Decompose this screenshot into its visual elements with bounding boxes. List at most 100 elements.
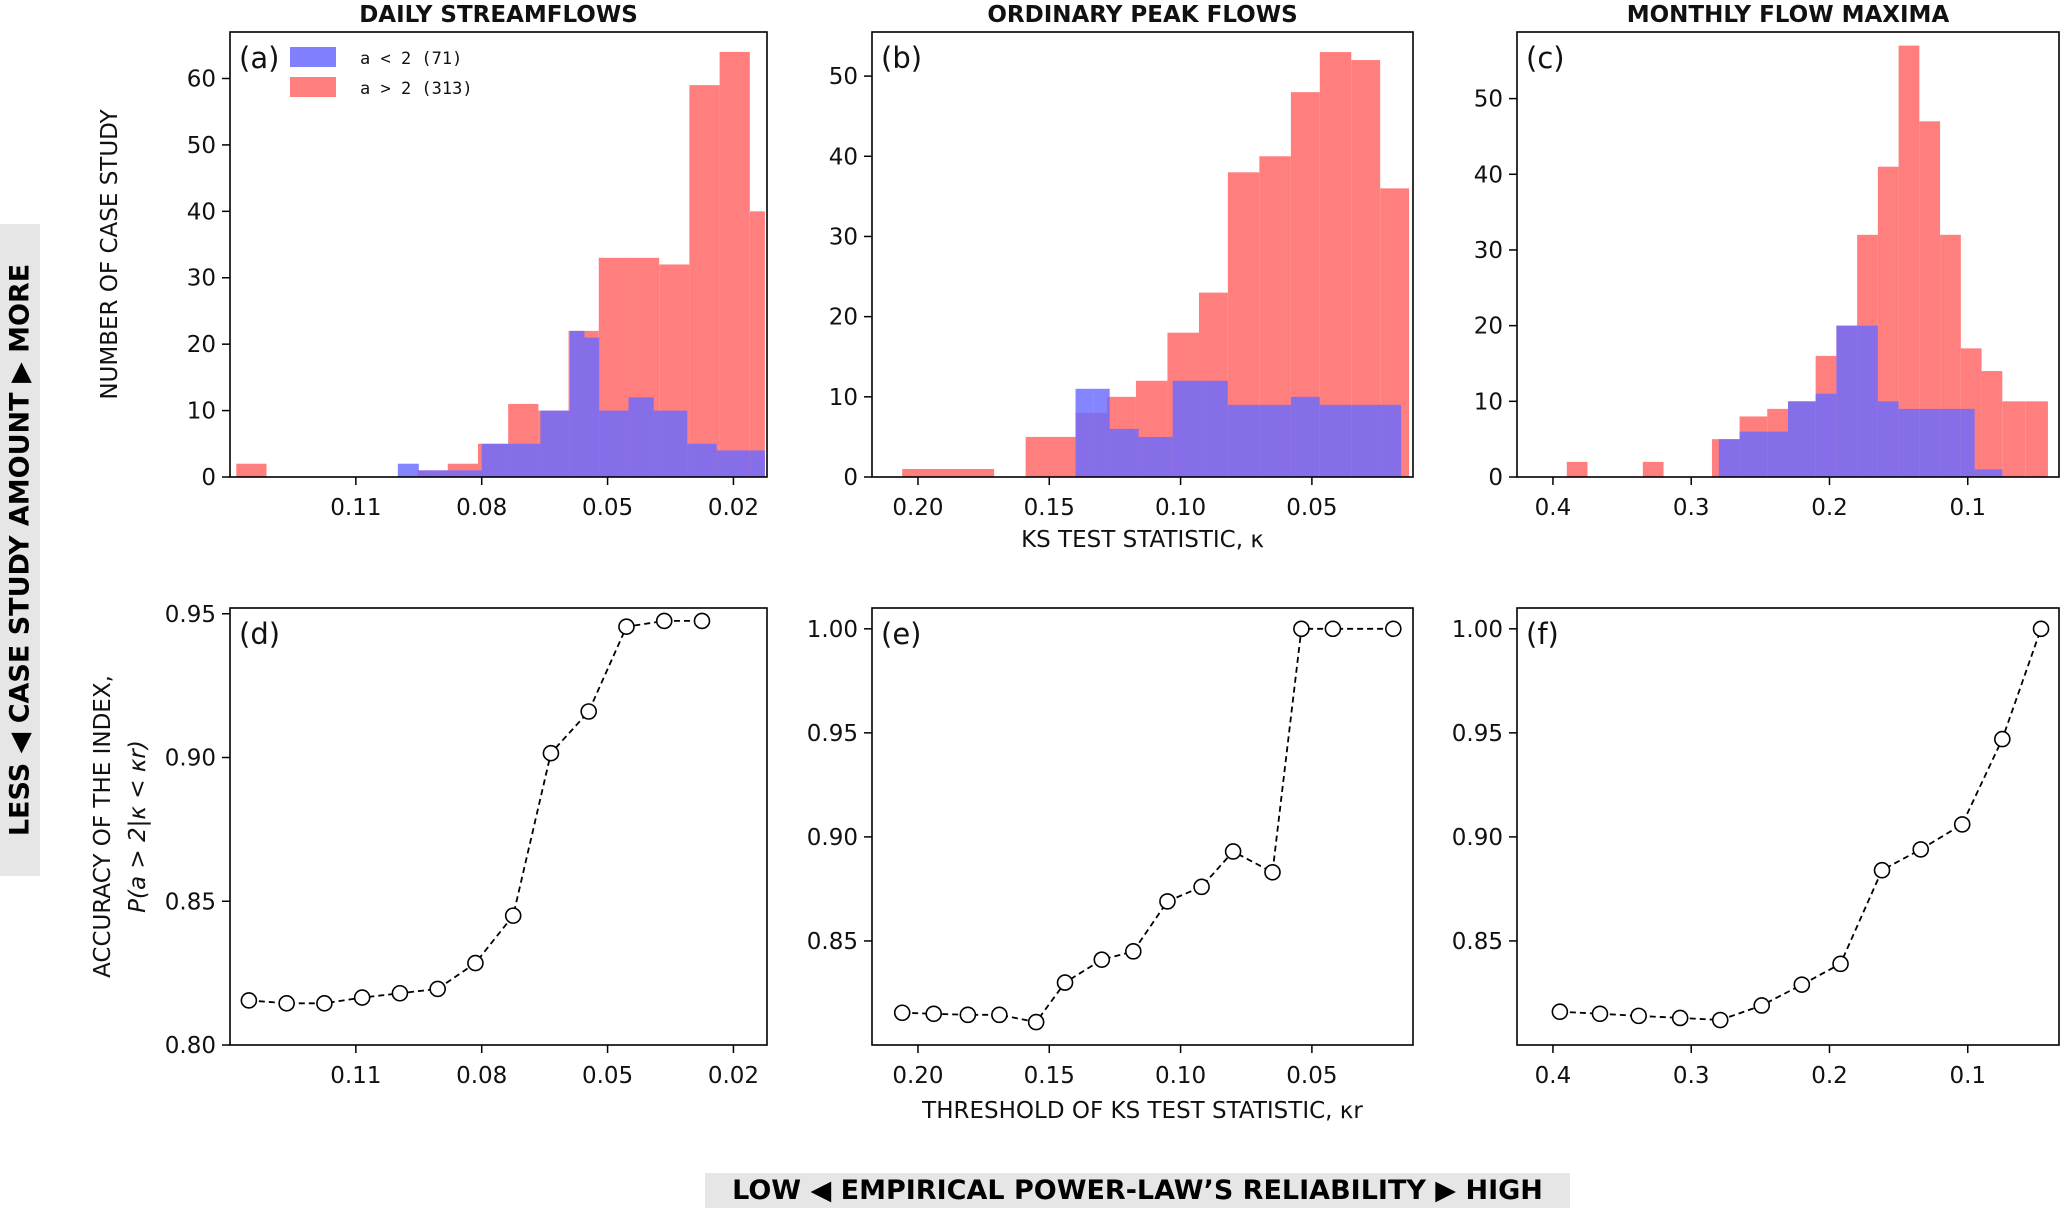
y-axis-formula: P(a > 2|κ < κr) bbox=[125, 740, 151, 913]
y-tick-label: 1.00 bbox=[1452, 617, 1503, 643]
histogram-bar bbox=[1172, 380, 1202, 477]
histogram-bar bbox=[1857, 325, 1878, 477]
accuracy-point bbox=[580, 703, 597, 720]
histogram-bar bbox=[1642, 461, 1664, 477]
accuracy-point bbox=[1264, 863, 1281, 881]
histogram-bar bbox=[569, 330, 585, 477]
legend: a < 2 (71) a > 2 (313) bbox=[290, 47, 473, 99]
y-tick-label: 0.95 bbox=[807, 721, 858, 747]
accuracy-point bbox=[1912, 841, 1930, 858]
histogram-bar bbox=[1319, 404, 1352, 477]
histogram-bar bbox=[1898, 45, 1920, 478]
histogram-bar bbox=[1981, 371, 2003, 477]
histogram-bar bbox=[719, 51, 750, 477]
series-a-less-2 bbox=[1075, 380, 1402, 477]
x-tick-label: 0.4 bbox=[1535, 495, 1572, 521]
legend-swatch bbox=[290, 47, 336, 67]
y-tick-label: 10 bbox=[829, 385, 858, 411]
x-tick-label: 0.11 bbox=[330, 1063, 381, 1089]
histogram-bar bbox=[1974, 469, 2003, 477]
histogram-bar bbox=[1815, 393, 1837, 477]
histogram-bar bbox=[689, 85, 720, 477]
accuracy-point bbox=[429, 980, 446, 998]
histogram-bar bbox=[1877, 401, 1899, 477]
accuracy-point bbox=[1193, 878, 1210, 896]
accuracy-point bbox=[1551, 1003, 1569, 1021]
accuracy-point bbox=[1793, 976, 1811, 993]
accuracy-point bbox=[655, 612, 673, 630]
y-tick-label: 0.90 bbox=[1452, 825, 1503, 851]
x-axis-label: KS TEST STATISTIC, κ bbox=[1021, 527, 1264, 553]
legend-label: a > 2 (313) bbox=[360, 79, 473, 99]
accuracy-point bbox=[959, 1006, 977, 1024]
histogram-bar bbox=[1075, 388, 1094, 477]
histogram-bar bbox=[439, 470, 461, 477]
y-tick-label: 40 bbox=[829, 144, 858, 170]
histogram-bar bbox=[584, 337, 600, 477]
accuracy-point bbox=[1159, 893, 1176, 910]
y-tick-label: 0 bbox=[201, 465, 216, 491]
series-a-less-2 bbox=[397, 330, 765, 477]
histogram-bar bbox=[1025, 436, 1076, 477]
accuracy-point bbox=[240, 992, 258, 1009]
accuracy-line bbox=[902, 627, 1394, 1024]
y-axis-label: NUMBER OF CASE STUDY bbox=[97, 108, 123, 399]
histogram-bar bbox=[628, 397, 654, 477]
accuracy-point bbox=[1873, 861, 1891, 879]
accuracy-point bbox=[278, 995, 295, 1012]
y-tick-label: 0.80 bbox=[165, 1033, 216, 1059]
plot-frame bbox=[229, 607, 768, 1046]
plot-frame bbox=[229, 31, 768, 478]
accuracy-point bbox=[1994, 730, 2011, 748]
histogram-bar bbox=[1259, 404, 1291, 477]
histogram-bar bbox=[1788, 401, 1816, 477]
y-tick-label: 40 bbox=[1474, 162, 1503, 188]
accuracy-point bbox=[2032, 620, 2050, 638]
accuracy-point bbox=[693, 612, 711, 630]
y-axis-label: ACCURACY OF THE INDEX, bbox=[90, 675, 116, 978]
histogram-bar bbox=[1351, 404, 1402, 477]
histogram-bar bbox=[1960, 408, 1975, 477]
accuracy-point bbox=[1832, 955, 1849, 973]
reliability-banner-text: LOW ◀ EMPIRICAL POWER-LAW’S RELIABILITY … bbox=[732, 1175, 1543, 1206]
y-tick-label: 30 bbox=[187, 266, 216, 292]
histogram-bar bbox=[1109, 428, 1139, 477]
accuracy-point bbox=[1953, 816, 1971, 833]
plot-frame bbox=[1516, 607, 2060, 1046]
plot-frame bbox=[871, 607, 1414, 1046]
y-tick-label: 40 bbox=[187, 199, 216, 225]
reliability-banner: LOW ◀ EMPIRICAL POWER-LAW’S RELIABILITY … bbox=[705, 1173, 1570, 1208]
x-axis-label: THRESHOLD OF KS TEST STATISTIC, κr bbox=[921, 1098, 1363, 1124]
panel-title: DAILY STREAMFLOWS bbox=[359, 2, 638, 28]
histogram-bar bbox=[511, 443, 541, 477]
accuracy-point bbox=[1056, 974, 1074, 991]
accuracy-point bbox=[618, 618, 635, 635]
x-tick-label: 0.1 bbox=[1949, 1063, 1986, 1089]
panel-b: 0.20 0.15 0.10 0.05 0 10 20 30 40 50 (b) ORDINARY P… bbox=[829, 2, 1414, 553]
accuracy-point bbox=[1125, 943, 1142, 960]
y-tick-label: 0.95 bbox=[165, 602, 216, 628]
panel-c: 0.4 0.3 0.2 0.1 0 10 20 30 40 50 (c) MONTHLY FLOW M… bbox=[1474, 2, 2060, 521]
histogram-bar bbox=[599, 410, 629, 477]
panel-title: ORDINARY PEAK FLOWS bbox=[987, 2, 1297, 28]
x-tick-label: 0.02 bbox=[708, 1063, 759, 1089]
x-tick-label: 0.05 bbox=[1286, 495, 1337, 521]
accuracy-point bbox=[1591, 1005, 1609, 1023]
y-tick-label: 0.85 bbox=[807, 929, 858, 955]
y-tick-label: 50 bbox=[829, 64, 858, 90]
accuracy-point bbox=[1385, 620, 1402, 638]
legend-label: a < 2 (71) bbox=[360, 49, 462, 69]
y-tick-label: 30 bbox=[829, 224, 858, 250]
y-tick-label: 10 bbox=[1474, 389, 1503, 415]
series-a-less-2 bbox=[1718, 325, 2003, 477]
y-tick-label: 50 bbox=[1474, 87, 1503, 113]
histogram-bar bbox=[2025, 401, 2048, 477]
panel-f: 0.4 0.3 0.2 0.1 0.85 0.90 0.95 1.00 (f) bbox=[1452, 607, 2060, 1089]
histogram-bar bbox=[540, 410, 570, 477]
accuracy-point bbox=[316, 995, 333, 1012]
accuracy-point bbox=[1671, 1009, 1689, 1027]
y-tick-label: 0 bbox=[843, 465, 858, 491]
x-tick-label: 0.1 bbox=[1949, 495, 1986, 521]
y-tick-label: 1.00 bbox=[807, 617, 858, 643]
histogram-bar bbox=[1919, 408, 1941, 477]
